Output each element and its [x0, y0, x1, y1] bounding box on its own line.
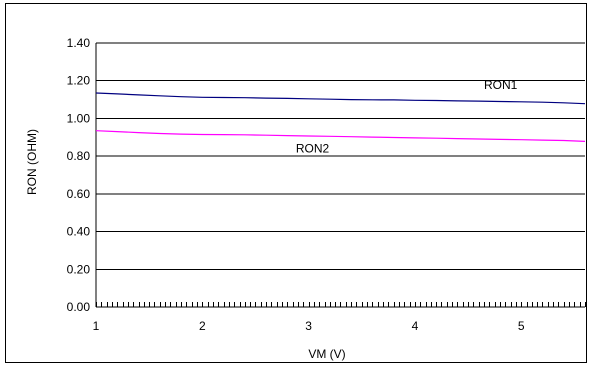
x-tick-label: 2 [199, 319, 206, 333]
x-axis-title: VM (V) [308, 347, 345, 361]
x-tick-label: 5 [518, 319, 525, 333]
series-line [95, 130, 586, 142]
x-tick-label: 3 [305, 319, 312, 333]
y-tick-label: 0.20 [67, 262, 91, 276]
y-tick-label: 0.80 [67, 149, 91, 163]
y-tick-label: 0.60 [67, 187, 91, 201]
y-axis-title: RON (OHM) [25, 129, 39, 195]
series-line [95, 92, 586, 105]
x-tick-label: 4 [412, 319, 419, 333]
grid-lines [96, 42, 585, 270]
axes [95, 43, 586, 308]
x-tick-label: 1 [93, 319, 100, 333]
labels: 0.00 0.20 0.40 0.60 0.80 1.00 1.20 1.40 1 2 3 4 5 RON… [67, 36, 525, 333]
y-tick-label: 1.40 [67, 36, 91, 50]
y-tick-label: 1.00 [67, 111, 91, 125]
series-label: RON1 [484, 78, 518, 92]
series-label: RON2 [296, 141, 330, 155]
y-tick-label: 0.40 [67, 225, 91, 239]
y-tick-label: 1.20 [67, 74, 91, 88]
y-tick-label: 0.00 [67, 300, 91, 314]
series-lines [95, 92, 586, 142]
